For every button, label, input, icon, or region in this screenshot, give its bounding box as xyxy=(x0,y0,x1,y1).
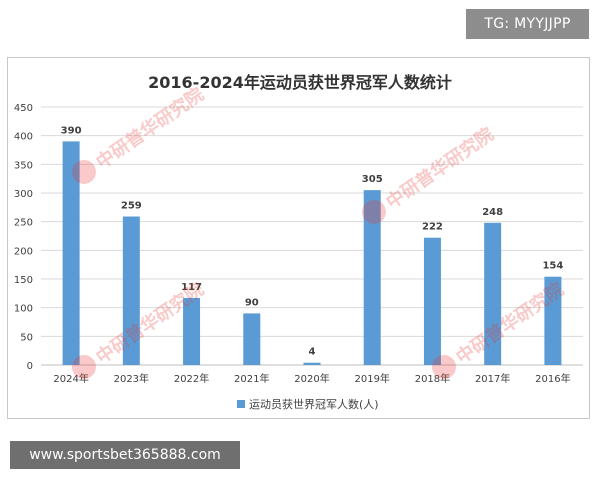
bar xyxy=(484,222,502,365)
tg-contact-badge: TG: MYYJJPP xyxy=(466,9,589,39)
x-tick-label: 2021年 xyxy=(234,372,269,385)
x-tick-label: 2017年 xyxy=(475,372,510,385)
y-tick-label: 300 xyxy=(14,189,33,200)
x-tick-label: 2024年 xyxy=(53,372,88,385)
data-label: 222 xyxy=(422,222,443,233)
bar-chart: 2016-2024年运动员获世界冠军人数统计 0 50 100 150 200 250 30… xyxy=(14,73,583,411)
y-tick-label: 400 xyxy=(14,132,33,143)
data-label: 390 xyxy=(61,125,82,136)
legend-label: 运动员获世界冠军人数(人) xyxy=(249,398,379,411)
x-tick-label: 2016年 xyxy=(535,372,570,385)
y-tick-label: 350 xyxy=(14,160,33,171)
x-tick-label: 2019年 xyxy=(354,372,389,385)
y-tick-label: 250 xyxy=(14,218,33,229)
bar xyxy=(243,313,261,365)
footer-url: www.sportsbet365888.com xyxy=(10,441,240,469)
bar xyxy=(423,237,441,365)
x-tick-label: 2020年 xyxy=(294,372,329,385)
data-label: 305 xyxy=(362,174,383,185)
x-tick-label: 2022年 xyxy=(174,372,209,385)
data-label: 154 xyxy=(542,261,563,272)
legend-swatch xyxy=(237,400,245,408)
data-label: 259 xyxy=(121,201,142,212)
data-labels: 390 259 117 90 4 305 222 248 154 xyxy=(61,125,564,357)
data-label: 248 xyxy=(482,207,503,218)
y-tick-label: 100 xyxy=(14,304,33,315)
y-tick-label: 50 xyxy=(20,332,33,343)
data-label: 117 xyxy=(181,282,202,293)
bar xyxy=(183,297,201,365)
gridlines xyxy=(41,106,583,366)
y-tick-label: 200 xyxy=(14,246,33,257)
bar xyxy=(62,141,80,365)
bar xyxy=(363,190,381,365)
legend: 运动员获世界冠军人数(人) xyxy=(237,398,379,411)
chart-card: 2016-2024年运动员获世界冠军人数统计 0 50 100 150 200 250 30… xyxy=(7,57,590,419)
x-axis-ticks: 2024年 2023年 2022年 2021年 2020年 2019年 2018年 2017年… xyxy=(53,372,570,385)
bar xyxy=(122,216,140,365)
data-label: 90 xyxy=(245,297,259,308)
x-tick-label: 2023年 xyxy=(114,372,149,385)
bars xyxy=(62,141,562,365)
bar xyxy=(303,362,321,365)
chart-title: 2016-2024年运动员获世界冠军人数统计 xyxy=(148,73,452,92)
y-tick-label: 150 xyxy=(14,275,33,286)
y-tick-label: 0 xyxy=(27,361,33,372)
y-tick-label: 450 xyxy=(14,103,33,114)
bar xyxy=(544,276,562,365)
x-tick-label: 2018年 xyxy=(415,372,450,385)
y-axis-ticks: 0 50 100 150 200 250 300 350 400 450 xyxy=(14,103,33,372)
data-label: 4 xyxy=(309,347,316,358)
